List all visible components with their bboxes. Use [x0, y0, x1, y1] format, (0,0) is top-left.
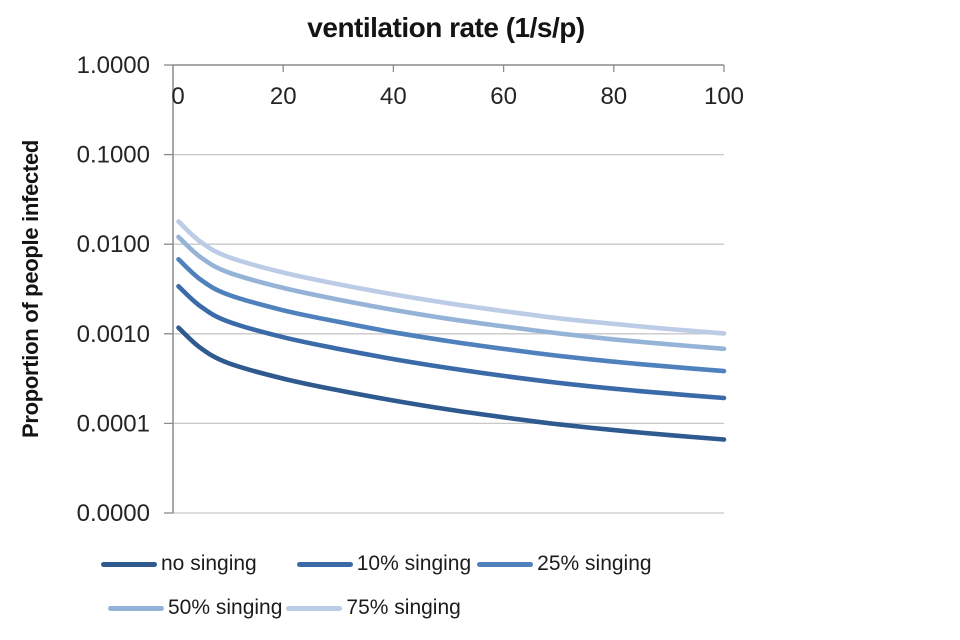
series-line-no-singing — [176, 325, 727, 442]
x-tick-label: 100 — [704, 83, 744, 110]
x-tick-label: 40 — [380, 83, 407, 110]
legend-item-10-singing: 10% singing — [296, 552, 472, 576]
legend-item-75-singing: 75% singing — [286, 596, 461, 620]
y-tick-label: 1.0000 — [77, 52, 150, 79]
legend: no singing 10% singing 25% singing 50% sin… — [0, 549, 760, 637]
legend-line-swatch — [286, 605, 343, 611]
x-tick-label: 0 — [171, 83, 184, 110]
y-tick-label: 0.1000 — [77, 142, 150, 169]
y-tick-label: 0.0010 — [77, 321, 150, 348]
x-tick-label: 20 — [270, 83, 297, 110]
legend-label: 10% singing — [356, 552, 472, 575]
x-tick-label: 80 — [600, 83, 627, 110]
legend-row: 50% singing 75% singing — [0, 593, 760, 623]
legend-label: 25% singing — [537, 552, 652, 575]
legend-line-swatch — [477, 561, 534, 567]
series-line-10-singing — [176, 284, 727, 401]
legend-item-25-singing: 25% singing — [477, 552, 652, 576]
legend-line-swatch — [101, 561, 157, 567]
y-tick-label: 0.0001 — [77, 410, 150, 437]
legend-item-no-singing: no singing — [101, 552, 257, 576]
y-tick-label: 0.0000 — [77, 500, 150, 527]
legend-line-swatch — [108, 605, 164, 611]
x-axis-title: ventilation rate (1/s/p) — [307, 12, 585, 43]
series-line-25-singing — [176, 257, 727, 374]
legend-label: 75% singing — [346, 596, 461, 619]
legend-line-swatch — [296, 561, 353, 567]
legend-item-50-singing: 50% singing — [108, 596, 282, 620]
x-tick-label: 60 — [490, 83, 517, 110]
series-line-50-singing — [176, 234, 727, 352]
series-line-75-singing — [176, 219, 727, 336]
legend-row: no singing 10% singing 25% singing — [0, 549, 760, 579]
legend-label: no singing — [161, 552, 257, 575]
y-tick-label: 0.0100 — [77, 231, 150, 258]
legend-label: 50% singing — [168, 596, 283, 619]
